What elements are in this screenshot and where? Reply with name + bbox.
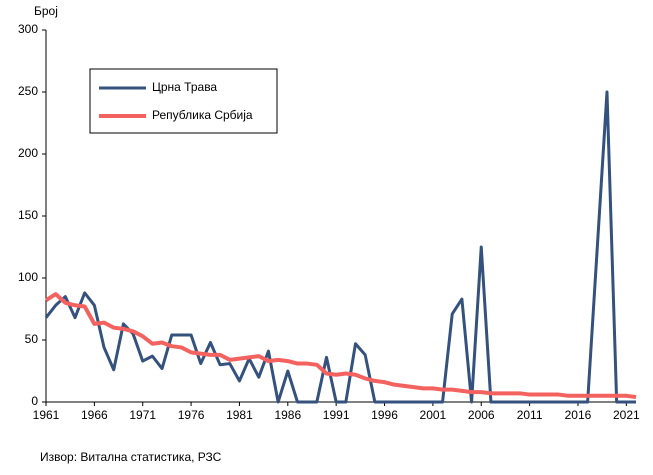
x-tick-label: 1976	[178, 408, 205, 422]
y-tick-label: 50	[25, 332, 39, 346]
y-axis-label: Број	[34, 4, 58, 18]
legend-label: Република Србија	[152, 108, 253, 122]
x-tick-label: 1971	[129, 408, 156, 422]
x-tick-label: 2011	[517, 408, 543, 422]
source-note: Извор: Витална статистика, РЗС	[40, 450, 222, 464]
x-tick-label: 2016	[565, 408, 592, 422]
series-line	[44, 292, 637, 400]
x-tick-label: 1991	[323, 408, 350, 422]
y-tick-label: 0	[31, 394, 38, 408]
x-tick-label: 1986	[274, 408, 301, 422]
x-tick-label: 1961	[33, 408, 60, 422]
legend-label: Црна Трава	[152, 80, 217, 94]
y-tick-label: 150	[18, 208, 38, 222]
x-tick-label: 2006	[468, 408, 495, 422]
x-tick-label: 2021	[613, 408, 640, 422]
x-tick-label: 1981	[226, 408, 253, 422]
series-line	[44, 90, 636, 404]
x-tick-label: 1966	[81, 408, 108, 422]
y-tick-label: 250	[18, 84, 38, 98]
y-tick-label: 200	[18, 146, 38, 160]
x-tick-label: 1996	[371, 408, 398, 422]
y-tick-label: 300	[18, 22, 38, 36]
x-tick-label: 2001	[420, 408, 447, 422]
legend-box	[89, 68, 278, 134]
y-tick-label: 100	[18, 270, 38, 284]
